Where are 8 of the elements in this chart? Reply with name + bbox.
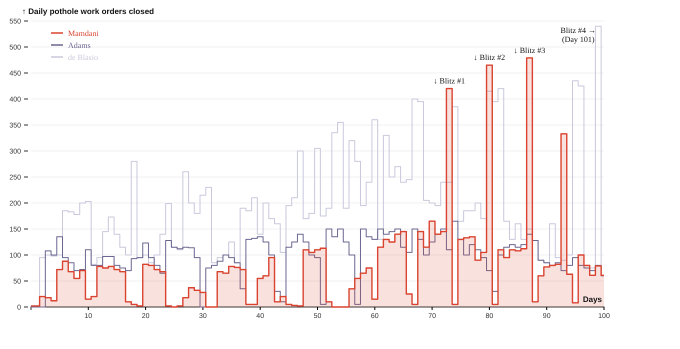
legend-label: Adams — [68, 41, 91, 50]
chart-title: ↑ Daily pothole work orders closed — [22, 7, 154, 16]
annotation: ↓ Blitz #2 — [474, 53, 506, 62]
annotation: ↓ Blitz #3 — [514, 46, 546, 55]
annotation: Blitz #4 → (Day 101) — [560, 26, 596, 44]
legend-label: Mamdani — [68, 29, 100, 38]
annotation: ↓ Blitz #1 — [434, 76, 466, 86]
x-axis-title: Days — [582, 295, 603, 304]
